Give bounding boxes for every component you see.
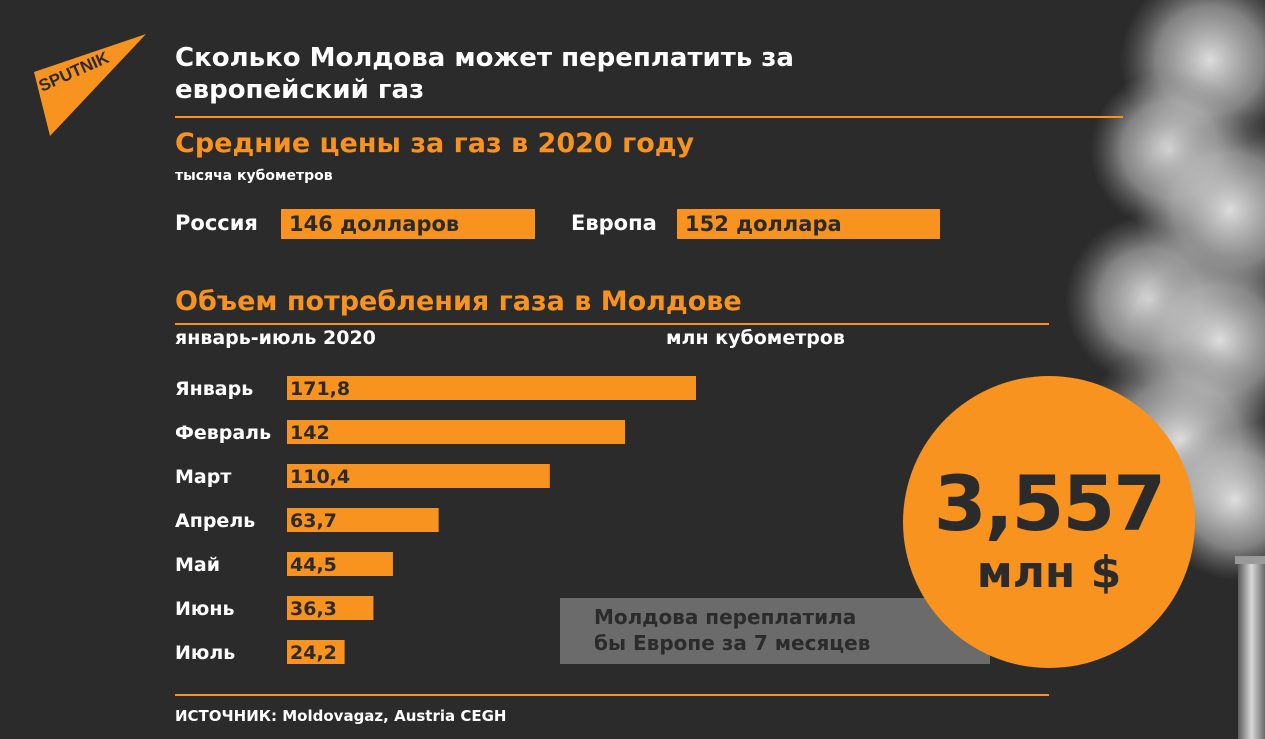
bar-category-label: Июнь bbox=[175, 598, 235, 620]
overpay-amount: 3,557 bbox=[933, 459, 1166, 548]
europe-price-box: 152 доллара bbox=[677, 209, 940, 239]
bar-category-label: Март bbox=[175, 466, 231, 488]
overpay-note: Молдова переплатила бы Европе за 7 месяц… bbox=[560, 598, 990, 664]
bar bbox=[287, 464, 550, 488]
consumption-divider bbox=[175, 323, 1049, 325]
bar-category-label: Январь bbox=[175, 378, 253, 400]
bar-value-label: 24,2 bbox=[290, 642, 337, 664]
overpay-unit: млн $ bbox=[976, 547, 1122, 598]
bar bbox=[287, 552, 393, 576]
overpay-circle: 3,557 млн $ bbox=[903, 376, 1195, 668]
bar-category-label: Июль bbox=[175, 642, 235, 664]
overpay-note-line1: Молдова переплатила bbox=[594, 605, 857, 629]
title-divider bbox=[175, 116, 1123, 118]
russia-label: Россия bbox=[175, 211, 258, 235]
russia-price-box: 146 долларов bbox=[281, 209, 535, 239]
bar-value-label: 63,7 bbox=[290, 510, 337, 532]
bar-value-label: 44,5 bbox=[290, 554, 337, 576]
bar-category-label: Февраль bbox=[175, 422, 271, 444]
bar bbox=[287, 596, 374, 620]
consumption-bar-chart: Январь 171,8 Февраль 142 Март 110,4 Апрель 63,7… bbox=[175, 376, 696, 664]
bar bbox=[287, 376, 696, 400]
prices-unit: тысяча кубометров bbox=[175, 168, 333, 184]
consumption-heading: Объем потребления газа в Молдове bbox=[175, 286, 742, 317]
bar-category-label: Май bbox=[175, 554, 220, 576]
consumption-period: январь-июль 2020 bbox=[175, 327, 376, 349]
bar-category-label: Апрель bbox=[175, 510, 255, 532]
bar-value-label: 171,8 bbox=[290, 378, 350, 400]
consumption-unit: млн кубометров bbox=[666, 327, 845, 349]
overpay-note-line2: бы Европе за 7 месяцев bbox=[594, 631, 871, 655]
bar-value-label: 110,4 bbox=[290, 466, 350, 488]
bar bbox=[287, 640, 345, 664]
bar bbox=[287, 420, 626, 444]
bar-value-label: 142 bbox=[290, 422, 330, 444]
page-title: Сколько Молдова может переплатить за евр… bbox=[175, 43, 794, 105]
bar-value-label: 36,3 bbox=[290, 598, 337, 620]
source-note: ИСТОЧНИК: Moldovagaz, Austria CEGH bbox=[175, 707, 507, 725]
bar bbox=[287, 508, 439, 532]
sputnik-logo: SPUTNIK bbox=[34, 34, 146, 136]
footer-divider bbox=[175, 694, 1049, 696]
europe-label: Европа bbox=[571, 211, 657, 235]
prices-heading: Средние цены за газ в 2020 году bbox=[175, 128, 695, 159]
